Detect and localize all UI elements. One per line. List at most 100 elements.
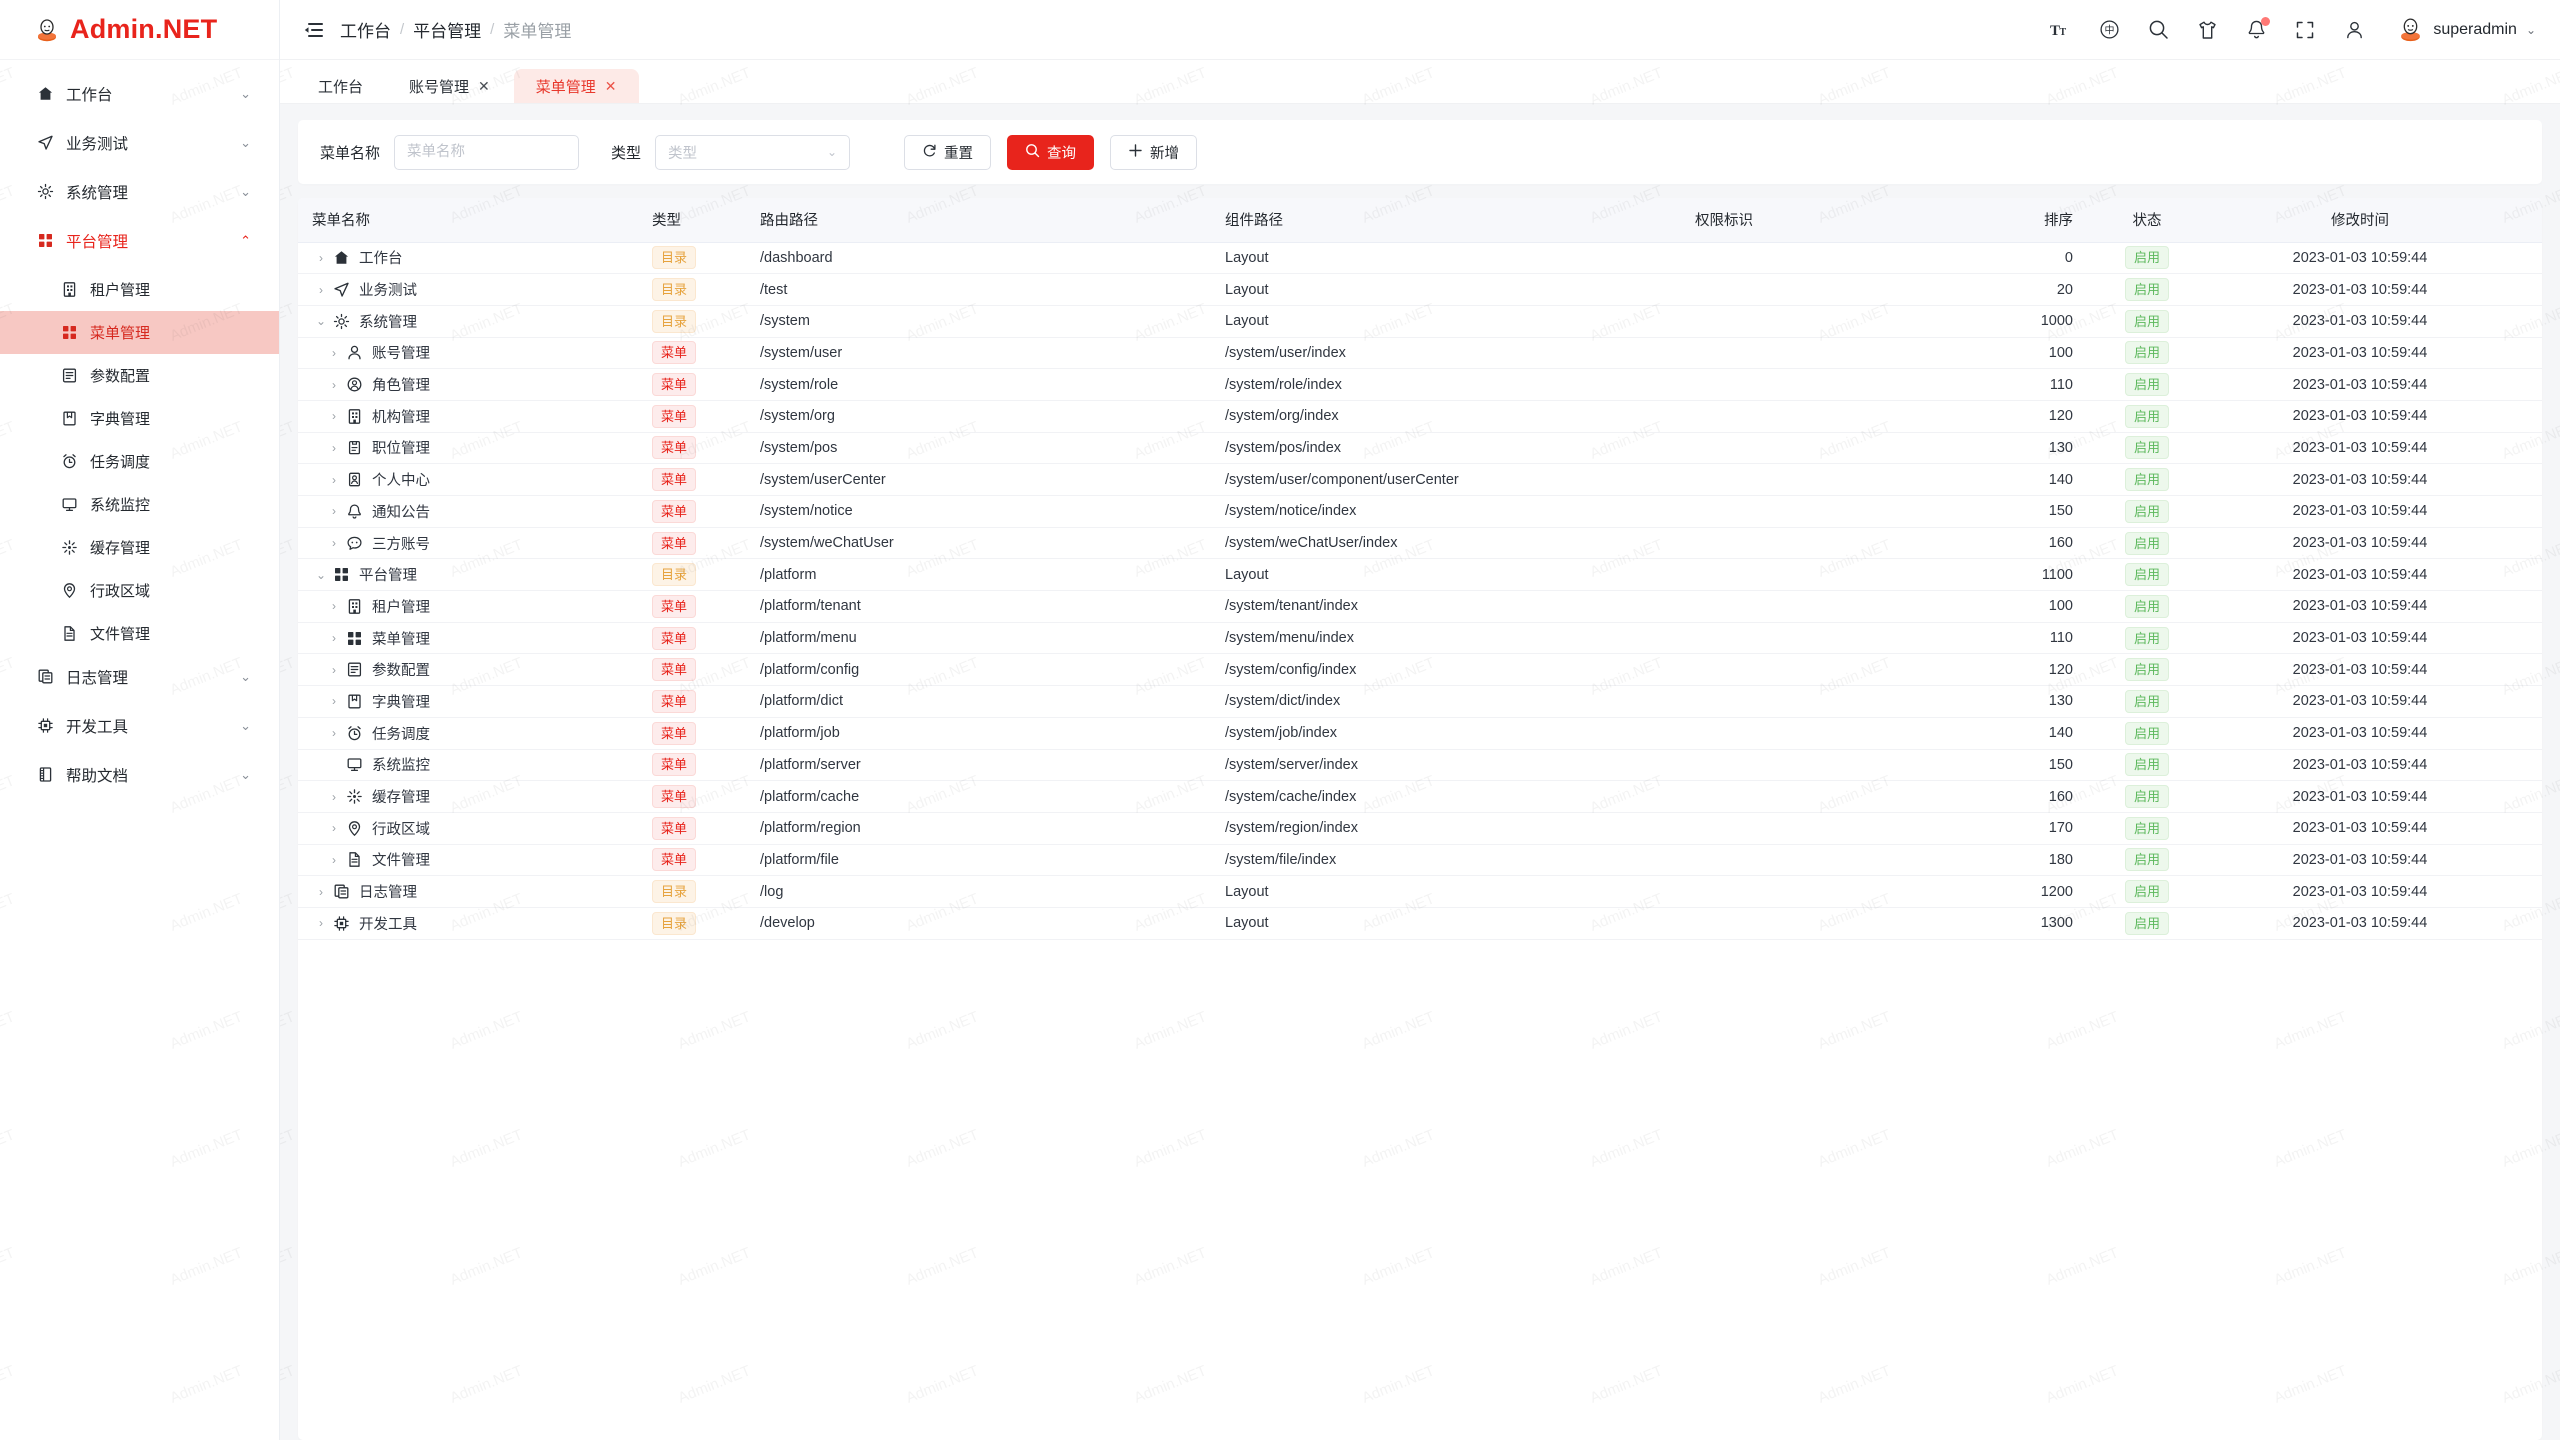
sidebar-item-6[interactable]: 参数配置	[0, 354, 279, 397]
user-menu[interactable]: superadmin ⌄	[2397, 16, 2536, 43]
table-row[interactable]: › 机构管理 菜单 /system/org /system/org/index …	[298, 400, 2542, 433]
chevron-right-icon[interactable]: ›	[332, 504, 336, 519]
table-row[interactable]: › 角色管理 菜单 /system/role /system/role/inde…	[298, 368, 2542, 401]
chevron-right-icon[interactable]: ›	[332, 631, 336, 646]
breadcrumb-item-1[interactable]: 平台管理	[413, 22, 482, 41]
table-row[interactable]: › 业务测试 目录 /test Layout 20 启用 2023-01-03 …	[298, 273, 2542, 306]
chevron-right-icon[interactable]: ›	[332, 726, 336, 741]
sidebar-item-8[interactable]: 任务调度	[0, 440, 279, 483]
sidebar-item-4[interactable]: 租户管理	[0, 268, 279, 311]
brand-logo-area[interactable]: Admin.NET	[0, 0, 279, 60]
table-row[interactable]: › 缓存管理 菜单 /platform/cache /system/cache/…	[298, 780, 2542, 813]
chevron-right-icon[interactable]: ›	[332, 852, 336, 867]
sidebar-item-14[interactable]: 开发工具 ⌄	[0, 704, 279, 747]
chevron-down-icon[interactable]: ⌄	[315, 567, 327, 582]
cell-route: /platform/cache	[746, 780, 1211, 813]
chevron-right-icon[interactable]: ›	[332, 789, 336, 804]
chevron-right-icon[interactable]: ›	[332, 599, 336, 614]
sidebar-item-5[interactable]: 菜单管理	[0, 311, 279, 354]
chevron-right-icon[interactable]: ›	[332, 409, 336, 424]
table-row[interactable]: › 任务调度 菜单 /platform/job /system/job/inde…	[298, 717, 2542, 750]
chevron-right-icon[interactable]: ›	[319, 884, 323, 899]
sidebar-item-7[interactable]: 字典管理	[0, 397, 279, 440]
table-row[interactable]: ⌄ 平台管理 目录 /platform Layout 1100 启用 2023-…	[298, 558, 2542, 592]
chevron-right-icon[interactable]: ›	[332, 345, 336, 360]
table-row[interactable]: › 工作台 目录 /dashboard Layout 0 启用 2023-01-…	[298, 242, 2542, 275]
chevron-right-icon[interactable]: ›	[332, 694, 336, 709]
table-row[interactable]: › 字典管理 菜单 /platform/dict /system/dict/in…	[298, 685, 2542, 718]
reset-button[interactable]: 重置	[904, 134, 992, 170]
type-select[interactable]: 类型 ⌄	[655, 134, 851, 170]
table-row[interactable]: › 行政区域 菜单 /platform/region /system/regio…	[298, 812, 2542, 845]
search-button[interactable]: 查询	[1007, 134, 1095, 170]
tab-0[interactable]: 工作台	[296, 69, 385, 103]
chevron-right-icon[interactable]: ›	[332, 472, 336, 487]
sidebar-item-0[interactable]: 工作台 ⌄	[0, 72, 279, 115]
tab-1[interactable]: 账号管理 ✕	[387, 69, 512, 103]
sidebar-item-10[interactable]: 缓存管理	[0, 526, 279, 569]
table-row[interactable]: › 三方账号 菜单 /system/weChatUser /system/weC…	[298, 527, 2542, 560]
breadcrumb-item-0[interactable]: 工作台	[340, 22, 391, 41]
sidebar-item-12[interactable]: 文件管理	[0, 612, 279, 655]
sidebar-item-3[interactable]: 平台管理 ⌃	[0, 219, 279, 262]
table-row[interactable]: › 职位管理 菜单 /system/pos /system/pos/index …	[298, 432, 2542, 465]
table-row[interactable]: › 开发工具 目录 /develop Layout 1300 启用 2023-0…	[298, 907, 2542, 940]
sidebar-item-15[interactable]: 帮助文档 ⌄	[0, 753, 279, 796]
table-row[interactable]: › 日志管理 目录 /log Layout 1200 启用 2023-01-03…	[298, 875, 2542, 908]
table-row[interactable]: 系统监控 菜单 /platform/server /system/server/…	[298, 749, 2542, 782]
cell-name: › 机构管理	[298, 400, 638, 433]
row-name-label: 角色管理	[372, 378, 430, 395]
chevron-right-icon[interactable]: ›	[332, 440, 336, 455]
search-icon[interactable]	[2146, 18, 2170, 42]
chevron-right-icon[interactable]: ›	[319, 282, 323, 297]
font-size-icon[interactable]: T T	[2048, 18, 2072, 42]
filter-buttons: 重置 查询	[904, 134, 1198, 170]
cell-permission	[1681, 653, 1981, 687]
sidebar-item-9[interactable]: 系统监控	[0, 483, 279, 526]
row-name-label: 机构管理	[372, 409, 430, 426]
chevron-right-icon[interactable]: ›	[319, 250, 323, 265]
sidebar-item-1[interactable]: 业务测试 ⌄	[0, 121, 279, 164]
chevron-right-icon[interactable]: ›	[332, 821, 336, 836]
sidebar-item-2[interactable]: 系统管理 ⌄	[0, 170, 279, 213]
add-button[interactable]: 新增	[1110, 134, 1198, 170]
language-globe-icon[interactable]: 中	[2097, 18, 2121, 42]
chevron-right-icon[interactable]: ›	[319, 916, 323, 931]
close-icon[interactable]: ✕	[478, 78, 490, 94]
cell-sort: 120	[1981, 653, 2099, 687]
user-outline-icon[interactable]	[2342, 18, 2366, 42]
cell-type: 目录	[638, 875, 746, 908]
table-row[interactable]: › 账号管理 菜单 /system/user /system/user/inde…	[298, 337, 2542, 370]
cell-time: 2023-01-03 10:59:44	[2195, 273, 2525, 306]
menu-fold-icon[interactable]	[300, 17, 326, 43]
table-row[interactable]: › 通知公告 菜单 /system/notice /system/notice/…	[298, 495, 2542, 528]
tab-2[interactable]: 菜单管理 ✕	[513, 69, 639, 103]
sidebar-item-label: 平台管理	[66, 233, 129, 251]
cell-time: 2023-01-03 10:59:44	[2195, 463, 2525, 496]
table-row[interactable]: › 菜单管理 菜单 /platform/menu /system/menu/in…	[298, 622, 2542, 655]
chevron-right-icon[interactable]: ›	[332, 662, 336, 677]
sidebar-item-13[interactable]: 日志管理 ⌄	[0, 655, 279, 698]
table-row[interactable]: › 租户管理 菜单 /platform/tenant /system/tenan…	[298, 590, 2542, 623]
column-header-5: 排序	[1981, 198, 2099, 243]
close-icon[interactable]: ✕	[604, 78, 617, 94]
theme-shirt-icon[interactable]	[2195, 18, 2219, 42]
cell-sort: 1300	[1981, 907, 2099, 940]
fullscreen-icon[interactable]	[2293, 18, 2317, 42]
chevron-right-icon[interactable]: ›	[332, 536, 336, 551]
table-row[interactable]: › 个人中心 菜单 /system/userCenter /system/use…	[298, 463, 2542, 496]
name-cell: 系统监控	[312, 754, 624, 775]
table-row[interactable]: ⌄ 系统管理 目录 /system Layout 1000 启用 2023-01…	[298, 305, 2542, 338]
sidebar-item-label: 参数配置	[90, 368, 151, 385]
chevron-right-icon[interactable]: ›	[332, 377, 336, 392]
cell-status: 启用	[2099, 495, 2195, 528]
table-row[interactable]: › 文件管理 菜单 /platform/file /system/file/in…	[298, 844, 2542, 877]
column-header-1: 类型	[638, 198, 746, 243]
name-cell: › 职位管理	[312, 437, 624, 458]
notification-bell-icon[interactable]	[2244, 16, 2271, 42]
table-row[interactable]: › 参数配置 菜单 /platform/config /system/confi…	[298, 653, 2542, 687]
chevron-down-icon[interactable]: ⌄	[315, 314, 327, 329]
sidebar-item-11[interactable]: 行政区域	[0, 569, 279, 612]
menu-name-input[interactable]	[394, 134, 580, 170]
cell-name: › 三方账号	[298, 527, 638, 560]
